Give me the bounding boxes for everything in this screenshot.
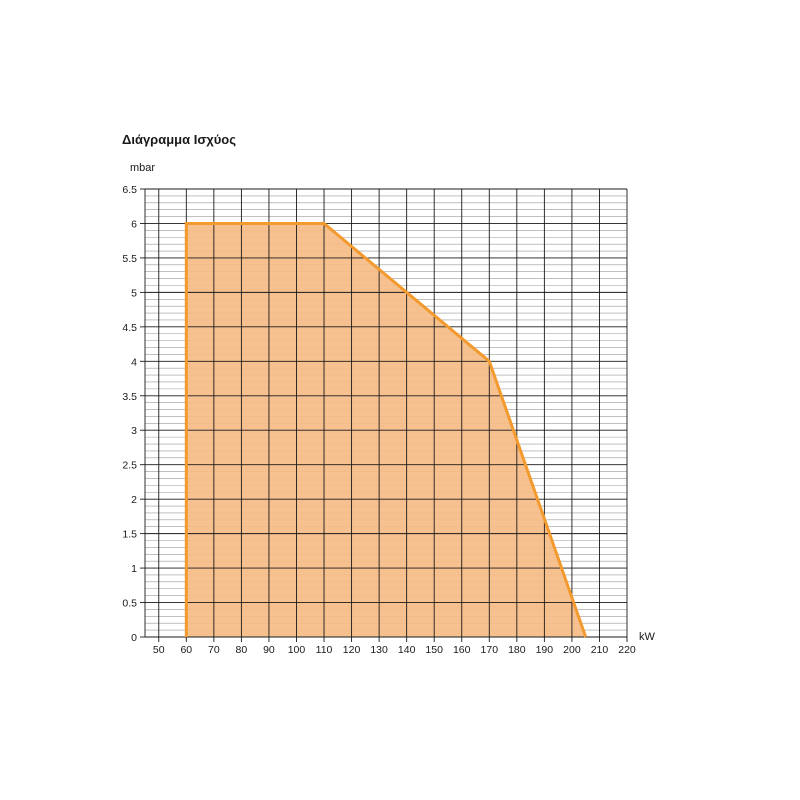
x-tick-label: 220 — [618, 644, 636, 656]
x-tick-label: 190 — [536, 644, 554, 656]
x-tick-label: 70 — [208, 644, 220, 656]
x-tick-label: 160 — [453, 644, 471, 656]
y-tick-label: 4.5 — [122, 322, 137, 334]
y-tick-label: 3.5 — [122, 391, 137, 403]
y-axis-unit: mbar — [130, 162, 156, 174]
y-tick-label: 6.5 — [122, 184, 137, 196]
y-tick-label: 2 — [131, 494, 137, 506]
y-tick-label: 6 — [131, 218, 137, 230]
chart-title: Διάγραμμα Ισχύος — [122, 132, 236, 147]
y-tick-label: 0.5 — [122, 598, 137, 610]
x-tick-label: 50 — [153, 644, 165, 656]
y-tick-label: 5.5 — [122, 253, 137, 265]
x-tick-label: 120 — [343, 644, 361, 656]
x-tick-label: 110 — [316, 644, 333, 656]
x-tick-label: 100 — [288, 644, 306, 656]
x-tick-label: 130 — [370, 644, 388, 656]
x-tick-label: 180 — [508, 644, 526, 656]
x-tick-label: 170 — [481, 644, 499, 656]
x-tick-label: 150 — [425, 644, 443, 656]
y-tick-label: 3 — [131, 425, 137, 437]
x-axis-unit: kW — [639, 631, 655, 643]
working-area-outline — [184, 221, 588, 638]
y-tick-labels: 0 0.5 1 1.5 2 2.5 3 3.5 4 4.5 5 5.5 6 6.5 — [122, 184, 137, 644]
x-tick-label: 200 — [563, 644, 581, 656]
x-tick-label: 80 — [236, 644, 248, 656]
y-tick-label: 1.5 — [122, 529, 137, 541]
y-tick-label: 4 — [131, 356, 137, 368]
y-tick-label: 1 — [131, 563, 137, 575]
y-tick-label: 2.5 — [122, 460, 137, 472]
y-tick-label: 5 — [131, 287, 137, 299]
x-tick-label: 210 — [591, 644, 609, 656]
x-tick-label: 90 — [263, 644, 275, 656]
x-tick-label: 60 — [180, 644, 192, 656]
y-tick-label: 0 — [131, 632, 137, 644]
outline-layer — [184, 221, 588, 638]
x-tick-labels: 50 60 70 80 90 100 110 120 130 140 150 160 170 180 190… — [153, 644, 636, 656]
x-tick-label: 140 — [398, 644, 416, 656]
